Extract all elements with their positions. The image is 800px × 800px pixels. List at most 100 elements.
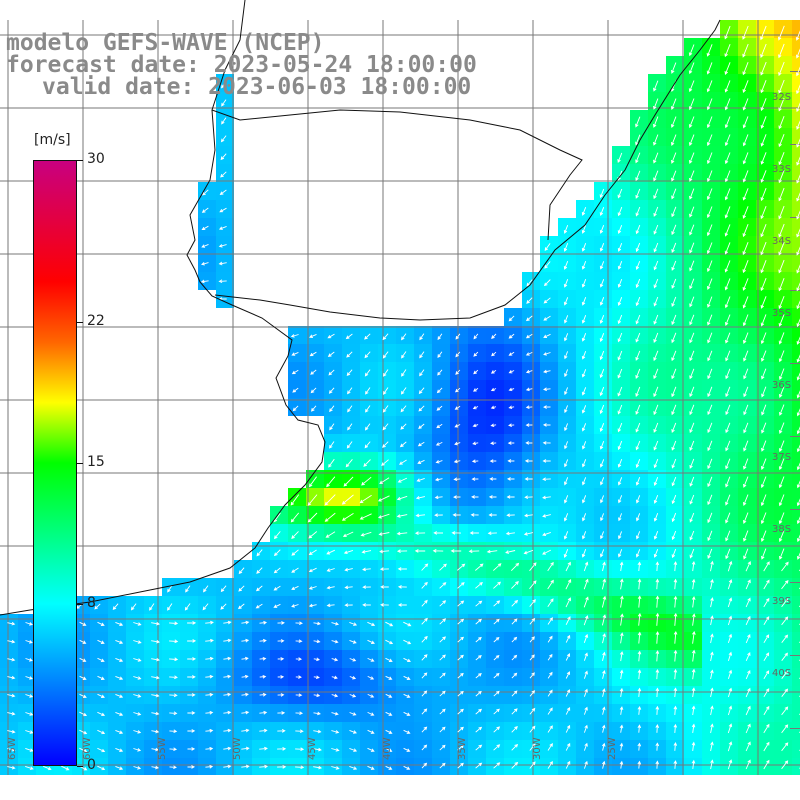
wind-arrow (692, 613, 696, 626)
wind-arrow (564, 441, 569, 450)
wind-arrow (564, 387, 569, 396)
wind-arrow (523, 549, 534, 555)
wind-arrow (671, 206, 677, 218)
wind-arrow (707, 386, 713, 398)
wind-arrow (382, 387, 389, 395)
wind-arrow (421, 617, 428, 625)
wind-arrow (97, 765, 106, 771)
wind-arrow (671, 62, 677, 74)
wind-arrow (599, 333, 605, 343)
wind-arrow (742, 43, 749, 58)
wind-arrow (218, 261, 227, 266)
wind-arrow (637, 724, 642, 733)
wind-arrow (778, 332, 785, 345)
wind-arrow (763, 597, 770, 608)
wind-arrow (707, 314, 713, 326)
wind-arrow (307, 494, 318, 506)
wind-arrow (385, 639, 394, 645)
wind-arrow (671, 152, 677, 164)
wind-arrow (362, 567, 371, 572)
wind-arrow (565, 653, 571, 661)
wind-arrow (255, 603, 263, 609)
wind-arrow (133, 766, 142, 770)
wind-arrow (620, 595, 624, 608)
wind-arrow (525, 423, 533, 427)
wind-arrow (760, 116, 767, 129)
wind-arrow (673, 561, 678, 572)
wind-arrow (79, 729, 88, 735)
wind-arrow (742, 116, 749, 129)
wind-arrow (742, 314, 749, 327)
wind-arrow (259, 620, 268, 625)
wind-arrow (308, 567, 317, 573)
wind-arrow (97, 657, 105, 662)
wind-arrow (706, 116, 713, 129)
wind-arrow (619, 706, 624, 715)
wind-arrow (331, 730, 340, 734)
wind-arrow (742, 296, 749, 309)
wind-arrow (529, 743, 536, 751)
wind-arrow (599, 549, 605, 558)
latitude-label: 36S (772, 380, 791, 391)
wind-arrow (277, 639, 285, 643)
wind-arrow (781, 706, 789, 716)
wind-arrow (707, 422, 713, 434)
wind-arrow (778, 512, 785, 525)
wind-arrow (435, 441, 443, 446)
wind-arrow (25, 640, 33, 644)
wind-arrow (223, 728, 232, 733)
wind-arrow (367, 675, 375, 680)
wind-arrow (547, 725, 553, 733)
wind-arrow (439, 744, 446, 751)
wind-arrow (219, 207, 227, 213)
wind-arrow (599, 297, 605, 306)
wind-arrow (689, 188, 695, 200)
wind-cell (792, 704, 800, 722)
wind-arrow (362, 603, 371, 607)
wind-arrow (581, 243, 587, 252)
wind-arrow (617, 279, 623, 288)
wind-arrow (743, 548, 749, 560)
wind-arrow (724, 134, 731, 147)
wind-cell (792, 596, 800, 614)
wind-arrow (727, 579, 733, 590)
wind-arrow (97, 729, 106, 735)
wind-arrow (599, 350, 605, 361)
wind-arrow (367, 729, 375, 734)
wind-arrow (454, 387, 461, 393)
wind-arrow (763, 723, 770, 734)
wind-arrow (439, 654, 446, 661)
wind-arrow (581, 261, 587, 270)
wind-arrow (599, 459, 605, 468)
valid-date-label: valid date: 2023-06-03 18:00:00 (42, 74, 472, 100)
wind-arrow (525, 315, 533, 322)
wind-arrow (727, 615, 733, 626)
wind-arrow (565, 760, 571, 769)
wind-arrow (655, 631, 660, 644)
wind-arrow (725, 404, 731, 416)
wind-arrow (7, 711, 16, 716)
wind-arrow (201, 243, 209, 248)
wind-arrow (187, 693, 196, 697)
wind-arrow (511, 672, 518, 679)
wind-arrow (743, 458, 749, 470)
wind-arrow (455, 369, 461, 375)
wind-arrow (277, 621, 285, 625)
wind-arrow (655, 668, 660, 680)
wind-arrow (343, 476, 354, 487)
wind-cell (792, 416, 800, 434)
wind-arrow (508, 315, 515, 322)
wind-arrow (583, 652, 588, 661)
wind-arrow (7, 729, 16, 734)
wind-arrow (673, 668, 678, 680)
wind-arrow (760, 25, 767, 41)
wind-arrow (508, 423, 515, 428)
wind-arrow (327, 333, 335, 339)
wind-arrow (583, 578, 589, 590)
wind-arrow (602, 561, 606, 572)
wind-arrow (364, 333, 371, 340)
wind-arrow (79, 693, 87, 699)
wind-arrow (525, 387, 533, 392)
wind-arrow (457, 690, 464, 697)
wind-cell (792, 758, 800, 776)
